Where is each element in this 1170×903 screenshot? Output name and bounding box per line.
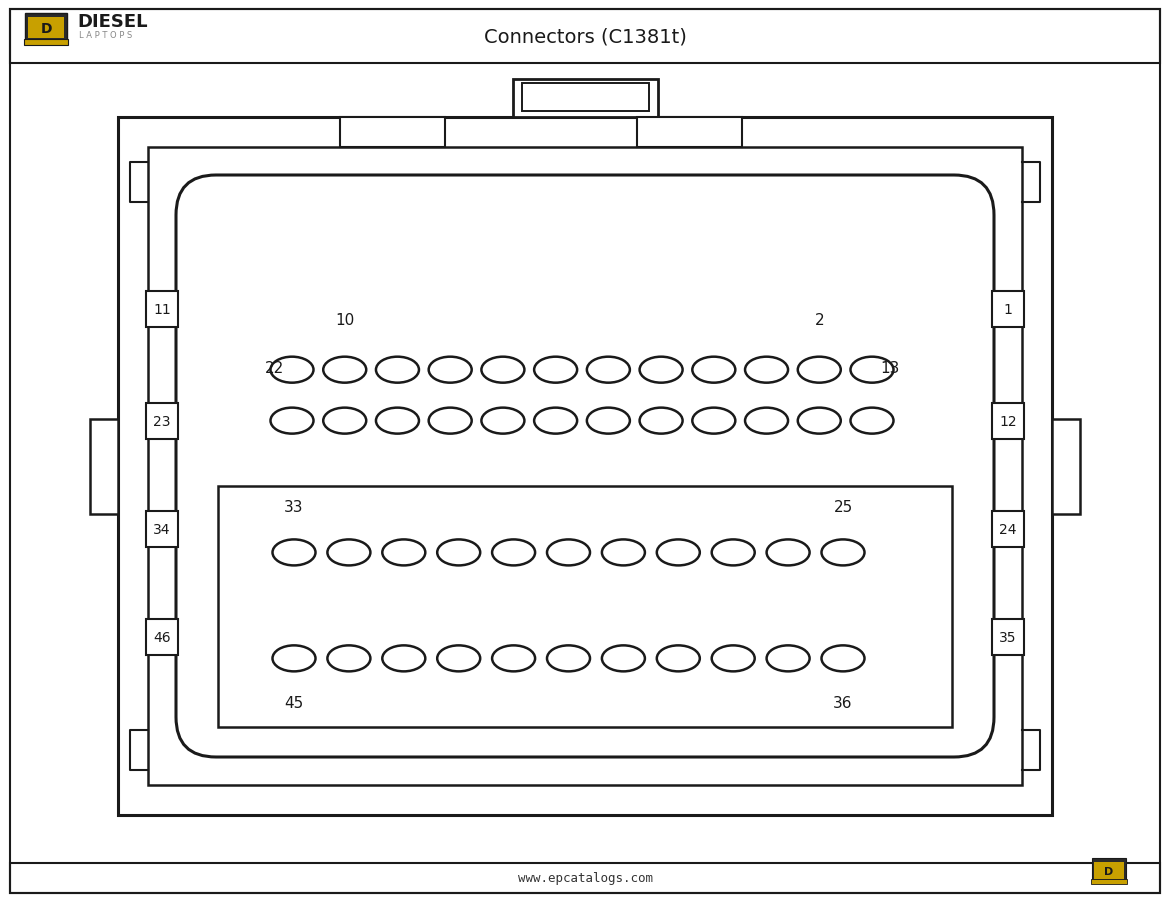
Ellipse shape: [481, 358, 524, 383]
Ellipse shape: [270, 358, 314, 383]
Ellipse shape: [428, 358, 472, 383]
Text: 13: 13: [880, 361, 900, 376]
Ellipse shape: [711, 646, 755, 672]
Text: 46: 46: [153, 630, 171, 645]
Text: 1: 1: [1004, 303, 1012, 317]
Ellipse shape: [383, 646, 426, 672]
Ellipse shape: [270, 408, 314, 434]
Text: Connectors (C1381t): Connectors (C1381t): [483, 27, 687, 46]
Bar: [992, 619, 1024, 656]
Bar: [1090, 879, 1127, 884]
Bar: [28, 18, 64, 39]
Ellipse shape: [601, 540, 645, 566]
Bar: [638, 118, 743, 148]
Bar: [25, 40, 68, 46]
Ellipse shape: [548, 540, 590, 566]
Text: 2: 2: [814, 312, 824, 328]
Bar: [25, 14, 67, 42]
Ellipse shape: [640, 408, 682, 434]
Bar: [1094, 862, 1124, 879]
Text: D: D: [40, 22, 51, 36]
Ellipse shape: [323, 408, 366, 434]
Bar: [146, 403, 178, 439]
Ellipse shape: [273, 540, 316, 566]
Text: 11: 11: [153, 303, 171, 317]
Ellipse shape: [798, 408, 841, 434]
Ellipse shape: [601, 646, 645, 672]
Ellipse shape: [323, 358, 366, 383]
Bar: [340, 118, 446, 148]
Ellipse shape: [376, 408, 419, 434]
Ellipse shape: [535, 358, 577, 383]
Bar: [992, 292, 1024, 328]
Text: 12: 12: [999, 414, 1017, 428]
Ellipse shape: [587, 358, 629, 383]
Ellipse shape: [851, 408, 894, 434]
Bar: [11, 863, 1159, 893]
Ellipse shape: [535, 408, 577, 434]
Ellipse shape: [548, 646, 590, 672]
Bar: [118, 118, 1052, 815]
Ellipse shape: [693, 408, 735, 434]
Ellipse shape: [587, 408, 629, 434]
Ellipse shape: [438, 540, 480, 566]
Bar: [218, 487, 952, 727]
Ellipse shape: [711, 540, 755, 566]
Bar: [512, 79, 658, 118]
Ellipse shape: [798, 358, 841, 383]
Bar: [90, 419, 118, 514]
Ellipse shape: [640, 358, 682, 383]
Bar: [992, 403, 1024, 439]
Ellipse shape: [273, 646, 316, 672]
Text: 45: 45: [284, 695, 304, 710]
Bar: [11, 10, 1159, 64]
Ellipse shape: [745, 408, 789, 434]
Text: epcatalogs: epcatalogs: [350, 348, 930, 440]
Text: D: D: [1104, 866, 1114, 876]
Ellipse shape: [328, 646, 371, 672]
Text: 35: 35: [999, 630, 1017, 645]
Text: L A P T O P S: L A P T O P S: [80, 31, 132, 40]
Ellipse shape: [376, 358, 419, 383]
Ellipse shape: [438, 646, 480, 672]
Bar: [146, 619, 178, 656]
Bar: [1092, 858, 1126, 881]
Text: 34: 34: [153, 522, 171, 536]
Ellipse shape: [766, 646, 810, 672]
Bar: [146, 511, 178, 547]
Ellipse shape: [693, 358, 735, 383]
Ellipse shape: [821, 646, 865, 672]
Ellipse shape: [493, 540, 535, 566]
Text: 22: 22: [264, 361, 284, 376]
Bar: [1052, 419, 1080, 514]
Text: 36: 36: [833, 695, 853, 710]
Text: 23: 23: [153, 414, 171, 428]
Ellipse shape: [656, 540, 700, 566]
Ellipse shape: [383, 540, 426, 566]
Bar: [147, 148, 1023, 785]
Bar: [146, 292, 178, 328]
Text: www.epcatalogs.com: www.epcatalogs.com: [517, 871, 653, 885]
Ellipse shape: [493, 646, 535, 672]
Text: 33: 33: [284, 499, 304, 515]
Text: DIESEL: DIESEL: [77, 13, 147, 31]
Text: 25: 25: [833, 499, 853, 515]
Text: 10: 10: [335, 312, 355, 328]
Ellipse shape: [766, 540, 810, 566]
Ellipse shape: [745, 358, 789, 383]
Ellipse shape: [851, 358, 894, 383]
Text: 24: 24: [999, 522, 1017, 536]
Bar: [522, 84, 648, 112]
FancyBboxPatch shape: [176, 176, 994, 757]
Ellipse shape: [656, 646, 700, 672]
Ellipse shape: [328, 540, 371, 566]
Ellipse shape: [481, 408, 524, 434]
Ellipse shape: [821, 540, 865, 566]
Text: .com: .com: [553, 423, 727, 485]
Ellipse shape: [428, 408, 472, 434]
Bar: [992, 511, 1024, 547]
